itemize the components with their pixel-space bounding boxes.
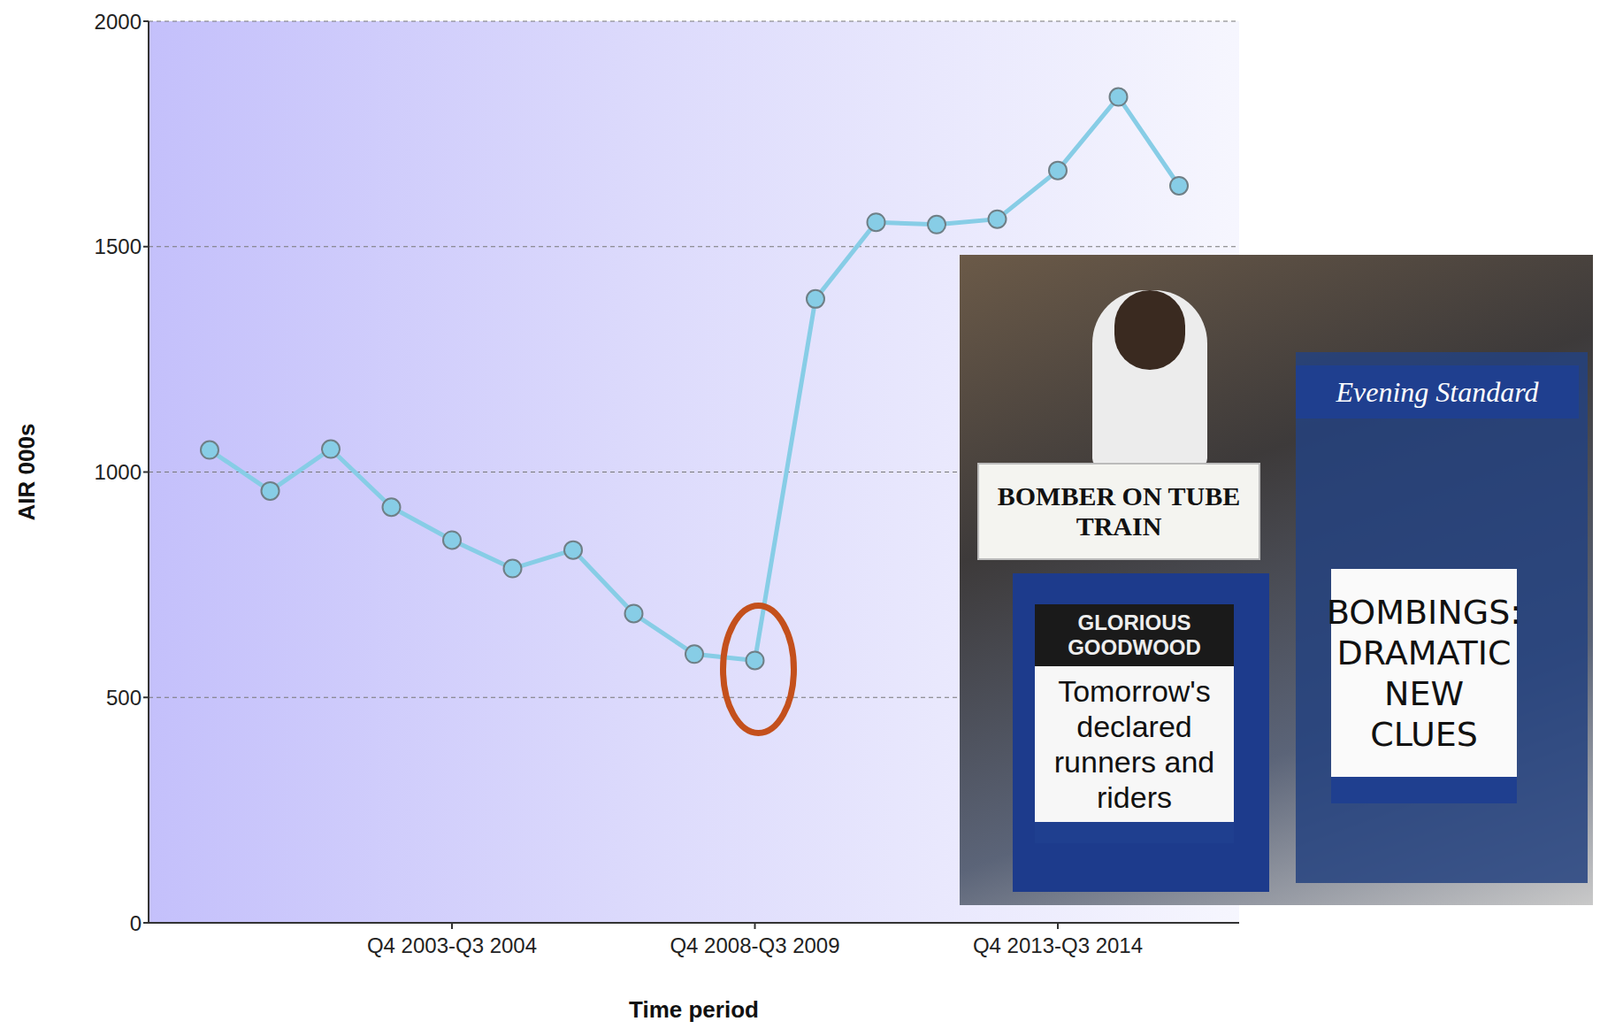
svg-text:1500: 1500 bbox=[94, 234, 142, 259]
svg-text:Q4 2013-Q3 2014: Q4 2013-Q3 2014 bbox=[972, 933, 1143, 957]
svg-text:1000: 1000 bbox=[94, 459, 142, 484]
svg-text:500: 500 bbox=[106, 685, 142, 710]
html-text:BOMBER ON TUBE TRAIN: BOMBER ON TUBE TRAIN bbox=[997, 481, 1241, 541]
html-text:Evening Standard: Evening Standard bbox=[1335, 375, 1539, 408]
svg-text:0: 0 bbox=[130, 911, 142, 935]
svg-text:AIR 000s: AIR 000s bbox=[13, 423, 40, 521]
svg-text:2000: 2000 bbox=[94, 9, 142, 34]
svg-text:Q4 2008-Q3 2009: Q4 2008-Q3 2009 bbox=[669, 933, 840, 957]
html-text:GLORIOUS GOODWOOD: GLORIOUS GOODWOOD bbox=[1067, 610, 1201, 659]
svg-text:Q4 2003-Q3 2004: Q4 2003-Q3 2004 bbox=[367, 933, 537, 957]
svg-text:Time period: Time period bbox=[628, 995, 759, 1023]
html-text:Tomorrow's declared runners an: Tomorrow's declared runners and riders bbox=[1054, 673, 1215, 814]
html-text:BOMBINGS: DRAMATIC NEW CLUES: BOMBINGS: DRAMATIC NEW CLUES bbox=[1326, 592, 1522, 754]
